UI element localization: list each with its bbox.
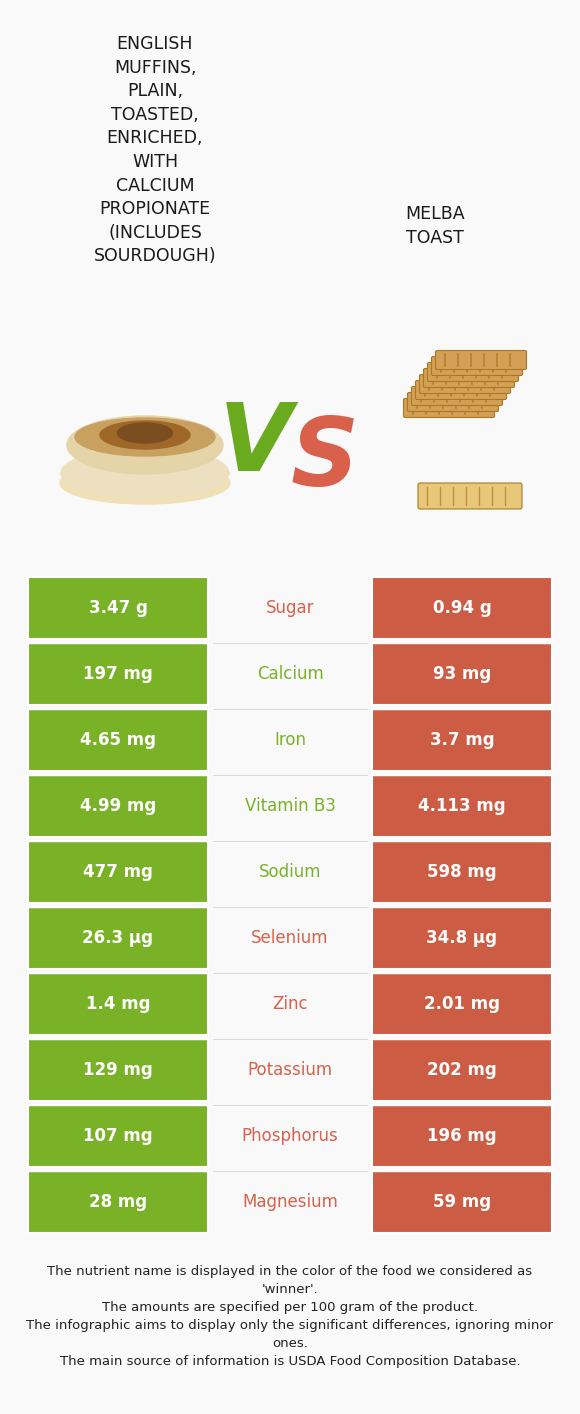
Text: Sodium: Sodium [259, 863, 321, 881]
Text: The nutrient name is displayed in the color of the food we considered as
'winner: The nutrient name is displayed in the co… [27, 1266, 553, 1367]
FancyBboxPatch shape [372, 1171, 552, 1233]
FancyBboxPatch shape [28, 973, 208, 1035]
FancyBboxPatch shape [408, 393, 498, 411]
Text: 34.8 μg: 34.8 μg [426, 929, 498, 947]
FancyBboxPatch shape [28, 1104, 208, 1167]
Text: Phosphorus: Phosphorus [242, 1127, 338, 1145]
Text: 202 mg: 202 mg [427, 1060, 497, 1079]
FancyBboxPatch shape [372, 1104, 552, 1167]
FancyBboxPatch shape [28, 1039, 208, 1102]
Text: Zinc: Zinc [272, 995, 308, 1012]
Text: Calcium: Calcium [256, 665, 324, 683]
FancyBboxPatch shape [432, 356, 523, 376]
FancyBboxPatch shape [404, 399, 495, 417]
Text: 107 mg: 107 mg [83, 1127, 153, 1145]
Text: V: V [219, 399, 292, 491]
Text: 598 mg: 598 mg [427, 863, 497, 881]
Text: Potassium: Potassium [248, 1060, 332, 1079]
Ellipse shape [61, 448, 229, 498]
Text: 129 mg: 129 mg [83, 1060, 153, 1079]
Text: ENGLISH
MUFFINS,
PLAIN,
TOASTED,
ENRICHED,
WITH
CALCIUM
PROPIONATE
(INCLUDES
SOU: ENGLISH MUFFINS, PLAIN, TOASTED, ENRICHE… [94, 35, 216, 266]
Text: 4.99 mg: 4.99 mg [80, 797, 156, 814]
Text: 3.7 mg: 3.7 mg [430, 731, 494, 749]
FancyBboxPatch shape [28, 775, 208, 837]
FancyBboxPatch shape [28, 1171, 208, 1233]
Text: Iron: Iron [274, 731, 306, 749]
FancyBboxPatch shape [436, 351, 527, 369]
FancyBboxPatch shape [372, 906, 552, 969]
FancyBboxPatch shape [28, 643, 208, 706]
Text: 1.4 mg: 1.4 mg [86, 995, 150, 1012]
Ellipse shape [118, 423, 172, 443]
FancyBboxPatch shape [372, 841, 552, 904]
Text: 93 mg: 93 mg [433, 665, 491, 683]
Text: 59 mg: 59 mg [433, 1193, 491, 1210]
Ellipse shape [60, 462, 230, 503]
FancyBboxPatch shape [423, 369, 514, 387]
Text: Magnesium: Magnesium [242, 1193, 338, 1210]
Text: 4.65 mg: 4.65 mg [80, 731, 156, 749]
Text: 196 mg: 196 mg [427, 1127, 497, 1145]
Text: MELBA
TOAST: MELBA TOAST [405, 205, 465, 246]
FancyBboxPatch shape [28, 708, 208, 771]
FancyBboxPatch shape [28, 577, 208, 639]
FancyBboxPatch shape [372, 1039, 552, 1102]
Text: S: S [291, 414, 359, 506]
Text: Sugar: Sugar [266, 600, 314, 617]
FancyBboxPatch shape [28, 906, 208, 969]
Text: 4.113 mg: 4.113 mg [418, 797, 506, 814]
FancyBboxPatch shape [427, 362, 519, 382]
FancyBboxPatch shape [411, 386, 502, 406]
FancyBboxPatch shape [372, 643, 552, 706]
Ellipse shape [75, 419, 215, 455]
Text: 26.3 μg: 26.3 μg [82, 929, 154, 947]
FancyBboxPatch shape [372, 775, 552, 837]
Ellipse shape [67, 416, 223, 474]
FancyBboxPatch shape [372, 973, 552, 1035]
FancyBboxPatch shape [28, 841, 208, 904]
Text: 28 mg: 28 mg [89, 1193, 147, 1210]
Ellipse shape [100, 421, 190, 450]
FancyBboxPatch shape [419, 375, 510, 393]
Text: Vitamin B3: Vitamin B3 [245, 797, 335, 814]
FancyBboxPatch shape [418, 484, 522, 509]
Text: 197 mg: 197 mg [83, 665, 153, 683]
Text: 477 mg: 477 mg [83, 863, 153, 881]
FancyBboxPatch shape [372, 577, 552, 639]
Text: 3.47 g: 3.47 g [89, 600, 147, 617]
FancyBboxPatch shape [372, 708, 552, 771]
Text: Selenium: Selenium [251, 929, 329, 947]
FancyBboxPatch shape [415, 380, 506, 400]
Text: 2.01 mg: 2.01 mg [424, 995, 500, 1012]
Text: 0.94 g: 0.94 g [433, 600, 491, 617]
